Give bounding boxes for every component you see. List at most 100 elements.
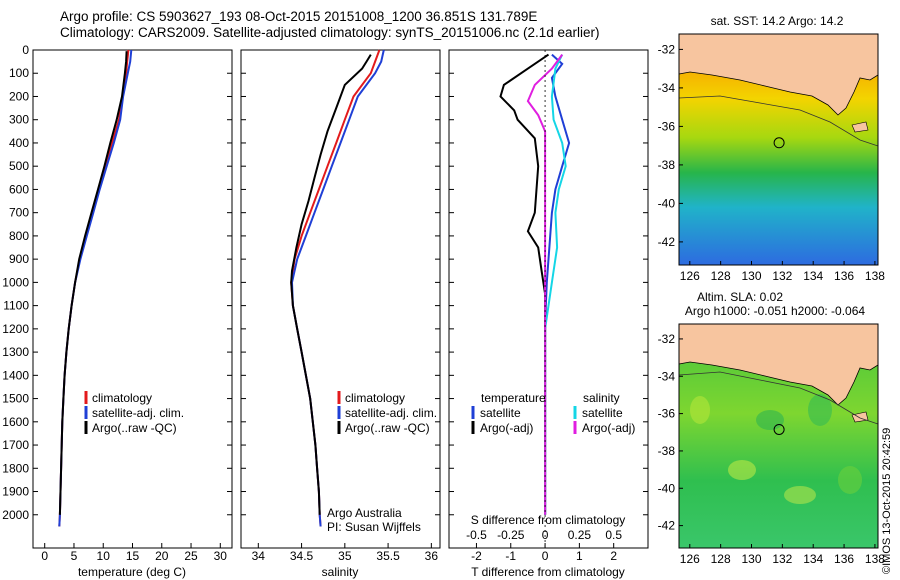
map-y-tick-label: -32 xyxy=(658,42,676,56)
legend-label: Argo(..raw -QC) xyxy=(345,421,430,435)
map-x-tick-label: 128 xyxy=(711,269,731,283)
map-x-tick-label: 136 xyxy=(834,269,854,283)
salinity-xlabel: salinity xyxy=(322,565,359,579)
map-x-tick-label: 128 xyxy=(711,552,731,566)
map-y-tick-label: -40 xyxy=(658,481,676,495)
x-tick-label: 25 xyxy=(184,549,198,563)
y-tick-label: 1200 xyxy=(2,322,29,336)
shelf-contour xyxy=(678,371,879,425)
map-y-tick-label: -42 xyxy=(658,519,676,533)
x-tick-label: -2 xyxy=(471,549,482,563)
map-x-tick-label: 138 xyxy=(865,269,885,283)
map-x-tick-label: 130 xyxy=(741,269,761,283)
difference-xlabel2: S difference from climatology xyxy=(471,513,626,527)
figure-title-line1: Argo profile: CS 5903627_193 08-Oct-2015… xyxy=(60,9,538,24)
map-x-tick-label: 134 xyxy=(803,269,823,283)
legend-label: Argo(..raw -QC) xyxy=(92,421,177,435)
s-tick-label: -0.25 xyxy=(497,528,525,542)
map-x-tick-label: 132 xyxy=(772,269,792,283)
salinity-axes xyxy=(240,49,441,549)
series-line-satellite xyxy=(544,53,571,515)
map-y-tick-label: -36 xyxy=(658,407,676,421)
y-tick-label: 700 xyxy=(9,206,29,220)
map-x-tick-label: 138 xyxy=(865,552,885,566)
y-tick-label: 2000 xyxy=(2,508,29,522)
y-tick-label: 300 xyxy=(9,113,29,127)
series-line-argo-raw-qc- xyxy=(290,54,372,515)
y-tick-label: 1500 xyxy=(2,392,29,406)
map-x-tick-label: 130 xyxy=(741,552,761,566)
argo-marker xyxy=(773,137,785,149)
x-tick-label: 0 xyxy=(542,549,549,563)
x-tick-label: 34 xyxy=(252,549,266,563)
s-tick-label: 0 xyxy=(542,528,549,542)
kangaroo-island xyxy=(851,121,869,133)
x-tick-label: 35.5 xyxy=(376,549,400,563)
y-tick-label: 1700 xyxy=(2,438,29,452)
salinity-annotation-line1: Argo Australia xyxy=(327,506,402,520)
y-tick-label: 1600 xyxy=(2,415,29,429)
y-tick-label: 200 xyxy=(9,89,29,103)
series-line-climatology xyxy=(58,49,130,527)
x-tick-label: 2 xyxy=(610,549,617,563)
y-tick-label: 1100 xyxy=(3,299,29,313)
y-tick-label: 1800 xyxy=(2,461,29,475)
legend-label: satellite xyxy=(480,406,521,420)
y-tick-label: 1300 xyxy=(2,345,29,359)
map-y-tick-label: -32 xyxy=(658,332,676,346)
difference-legend: temperature salinity satellite Argo(-adj… xyxy=(471,391,635,435)
y-tick-label: 1400 xyxy=(2,368,29,382)
difference-xlabel: T difference from climatology xyxy=(471,565,625,579)
x-tick-label: 5 xyxy=(71,549,78,563)
legend-label: Argo(-adj) xyxy=(480,421,533,435)
x-tick-label: 0 xyxy=(41,549,48,563)
temperature-axes xyxy=(32,49,233,549)
series-line-satellite-adj-clim- xyxy=(58,49,133,527)
figure-title-line2: Climatology: CARS2009. Satellite-adjuste… xyxy=(60,25,600,40)
map-x-tick-label: 126 xyxy=(680,269,700,283)
series-line-climatology xyxy=(290,49,381,527)
x-tick-label: 15 xyxy=(126,549,140,563)
sla-map-title: Altim. SLA: 0.02 xyxy=(697,290,783,304)
legend-label: satellite xyxy=(582,406,623,420)
s-tick-label: -0.5 xyxy=(466,528,487,542)
y-tick-label: 0 xyxy=(22,43,29,57)
map-y-tick-label: -38 xyxy=(658,444,676,458)
map-x-tick-label: 132 xyxy=(772,552,792,566)
legend-header-temperature: temperature xyxy=(481,391,546,405)
argo-marker xyxy=(773,423,785,435)
legend-label: Argo(-adj) xyxy=(582,421,635,435)
sst-map xyxy=(678,33,879,266)
s-tick-label: 0.5 xyxy=(605,528,622,542)
map-y-tick-label: -36 xyxy=(658,119,676,133)
map-y-tick-label: -34 xyxy=(658,369,676,383)
shelf-contour xyxy=(678,95,879,147)
map-x-tick-label: 126 xyxy=(680,552,700,566)
x-tick-label: -1 xyxy=(505,549,516,563)
y-tick-label: 400 xyxy=(9,136,29,150)
x-tick-label: 20 xyxy=(155,549,169,563)
map-x-tick-label: 136 xyxy=(834,552,854,566)
y-tick-label: 900 xyxy=(9,252,29,266)
map-y-tick-label: -38 xyxy=(658,158,676,172)
difference-axes xyxy=(448,49,649,549)
series-line-argo-raw-qc- xyxy=(58,51,128,515)
x-tick-label: 30 xyxy=(214,549,228,563)
australia-coast xyxy=(678,323,879,406)
y-tick-label: 600 xyxy=(9,182,29,196)
x-tick-label: 36 xyxy=(425,549,439,563)
map-y-tick-label: -42 xyxy=(658,235,676,249)
x-tick-label: 10 xyxy=(97,549,111,563)
salinity-annotation-line2: PI: Susan Wijffels xyxy=(327,520,421,534)
map-y-tick-label: -40 xyxy=(658,196,676,210)
y-tick-label: 100 xyxy=(9,66,29,80)
sla-map-subtitle: Argo h1000: -0.051 h2000: -0.064 xyxy=(685,304,865,318)
y-tick-label: 800 xyxy=(9,229,29,243)
sst-map-title: sat. SST: 14.2 Argo: 14.2 xyxy=(711,14,844,28)
temperature-xlabel: temperature (deg C) xyxy=(78,565,186,579)
temperature-legend: climatology satellite-adj. clim. Argo(..… xyxy=(84,391,184,435)
legend-label: climatology xyxy=(92,391,152,405)
legend-label: climatology xyxy=(345,391,405,405)
legend-label: satellite-adj. clim. xyxy=(345,406,437,420)
x-tick-label: 1 xyxy=(576,549,583,563)
